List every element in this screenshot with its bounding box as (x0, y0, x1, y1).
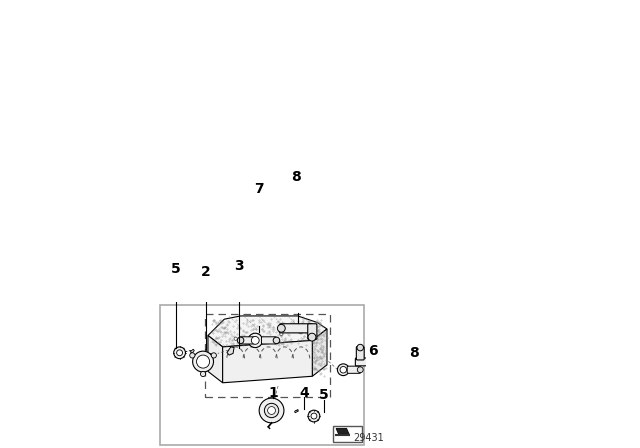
Text: 6: 6 (369, 345, 378, 358)
Bar (333, 426, 362, 442)
FancyBboxPatch shape (348, 366, 360, 373)
Circle shape (177, 350, 182, 356)
Circle shape (273, 337, 280, 344)
Text: 4: 4 (300, 386, 309, 400)
Polygon shape (294, 409, 298, 413)
Text: 5: 5 (319, 388, 328, 402)
Text: 29431: 29431 (353, 433, 384, 443)
Circle shape (308, 333, 316, 341)
Text: 8: 8 (291, 170, 301, 184)
FancyBboxPatch shape (356, 347, 364, 360)
Circle shape (268, 407, 275, 414)
Circle shape (259, 398, 284, 423)
Bar (205, 314, 330, 397)
Circle shape (189, 353, 195, 358)
Circle shape (340, 366, 346, 373)
Circle shape (264, 403, 279, 418)
Circle shape (200, 371, 205, 377)
Text: 8: 8 (409, 346, 419, 360)
FancyBboxPatch shape (308, 324, 317, 340)
Text: 7: 7 (254, 182, 264, 196)
Circle shape (234, 337, 237, 340)
Circle shape (257, 334, 260, 337)
Circle shape (248, 333, 262, 348)
Circle shape (357, 345, 364, 351)
FancyBboxPatch shape (239, 337, 255, 344)
FancyBboxPatch shape (355, 358, 374, 366)
Circle shape (277, 324, 285, 332)
Polygon shape (227, 347, 234, 355)
Circle shape (311, 413, 317, 419)
Circle shape (280, 332, 283, 336)
FancyBboxPatch shape (262, 337, 276, 344)
Text: 2: 2 (201, 265, 211, 279)
Text: 1: 1 (268, 386, 278, 400)
Polygon shape (208, 336, 223, 383)
FancyBboxPatch shape (280, 324, 313, 333)
Circle shape (368, 359, 374, 365)
Circle shape (196, 355, 209, 368)
Polygon shape (208, 316, 327, 347)
Circle shape (237, 337, 244, 344)
Polygon shape (223, 340, 312, 383)
Polygon shape (190, 349, 195, 353)
Circle shape (193, 351, 214, 372)
Text: 3: 3 (234, 259, 244, 273)
Polygon shape (336, 428, 349, 434)
Circle shape (252, 336, 259, 345)
Circle shape (173, 347, 186, 359)
Circle shape (337, 364, 349, 375)
Circle shape (211, 353, 216, 358)
Circle shape (308, 410, 320, 422)
Polygon shape (312, 329, 327, 376)
Circle shape (300, 331, 303, 334)
Text: 5: 5 (171, 262, 181, 276)
Circle shape (357, 367, 363, 373)
